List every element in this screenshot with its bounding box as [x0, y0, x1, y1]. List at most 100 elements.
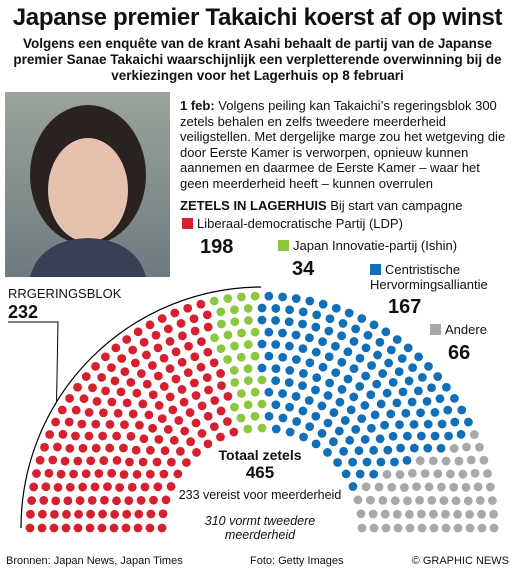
- seat: [73, 523, 83, 533]
- seat: [311, 347, 321, 357]
- seat: [257, 303, 267, 313]
- seat: [126, 431, 136, 441]
- seat: [428, 456, 438, 466]
- seat: [146, 509, 156, 519]
- seat: [442, 382, 451, 392]
- seat: [171, 374, 181, 384]
- seat: [159, 469, 169, 479]
- seat: [27, 496, 37, 505]
- seat: [390, 457, 399, 467]
- seat: [461, 483, 471, 492]
- seat: [424, 362, 433, 371]
- value-label: 66: [448, 342, 471, 364]
- seat: [381, 523, 391, 533]
- seat: [210, 333, 219, 343]
- seat: [337, 331, 346, 341]
- seat: [216, 344, 226, 354]
- seat: [305, 358, 315, 368]
- seat: [299, 432, 308, 442]
- seat: [216, 406, 226, 416]
- seat: [357, 523, 367, 533]
- seat: [209, 296, 219, 306]
- seat: [376, 457, 386, 467]
- seat: [378, 369, 388, 378]
- seat: [250, 327, 260, 337]
- seat: [111, 343, 121, 353]
- seat: [86, 509, 95, 519]
- seat: [402, 455, 412, 465]
- seat: [349, 337, 359, 346]
- seat: [375, 337, 385, 347]
- seat: [417, 372, 427, 382]
- seat: [78, 443, 88, 453]
- seat: [183, 303, 193, 313]
- seat: [416, 408, 425, 418]
- seat: [337, 385, 347, 394]
- seat: [324, 352, 334, 362]
- seat: [154, 401, 164, 410]
- seat: [257, 423, 267, 433]
- seat: [384, 358, 394, 368]
- seat: [191, 391, 201, 400]
- party-seats: [257, 291, 473, 491]
- seat: [375, 434, 385, 444]
- seat: [236, 292, 246, 302]
- seat: [430, 408, 440, 417]
- seat: [185, 408, 195, 417]
- seat: [427, 496, 437, 505]
- seat: [209, 422, 219, 432]
- seat: [356, 509, 366, 519]
- seat: [71, 431, 80, 441]
- seat: [412, 482, 421, 491]
- seat: [312, 310, 322, 320]
- photo-credit: Foto: Getty Images: [250, 555, 344, 567]
- seat: [202, 310, 212, 320]
- seat: [264, 387, 274, 397]
- chart-title: ZETELS IN LAGERHUIS: [180, 198, 327, 213]
- seat: [441, 456, 451, 466]
- seat: [100, 495, 109, 505]
- seat: [41, 482, 51, 492]
- seat: [44, 468, 54, 478]
- seat: [271, 424, 281, 434]
- seat: [386, 345, 396, 355]
- seat: [222, 417, 232, 426]
- seat: [305, 333, 314, 343]
- seat: [81, 469, 91, 479]
- seat: [456, 429, 466, 439]
- note-date: 1 feb:: [180, 98, 215, 113]
- seat: [444, 431, 453, 441]
- seat: [453, 523, 463, 533]
- seat: [354, 446, 364, 456]
- seat: [366, 390, 376, 400]
- seat: [271, 400, 281, 410]
- seat: [64, 417, 74, 427]
- seat: [271, 340, 281, 349]
- seat: [115, 483, 125, 492]
- seat: [191, 418, 201, 428]
- seat: [165, 392, 175, 402]
- seat: [311, 385, 320, 395]
- seat: [192, 448, 201, 457]
- seat: [403, 343, 413, 353]
- seat: [380, 509, 390, 519]
- seat: [337, 357, 347, 367]
- seat: [65, 482, 75, 492]
- seat: [84, 431, 94, 441]
- seat: [148, 423, 158, 433]
- seat: [396, 443, 405, 453]
- seat: [63, 496, 73, 506]
- seat: [341, 469, 351, 479]
- seat: [122, 509, 132, 519]
- seat: [90, 482, 100, 492]
- seat: [35, 455, 45, 465]
- seat: [349, 364, 359, 374]
- seat: [180, 426, 190, 436]
- legend-entry: Andere: [430, 322, 510, 337]
- seat: [113, 408, 123, 418]
- seat: [176, 319, 186, 328]
- seat: [73, 456, 83, 466]
- seat: [103, 482, 112, 491]
- seat: [170, 308, 180, 318]
